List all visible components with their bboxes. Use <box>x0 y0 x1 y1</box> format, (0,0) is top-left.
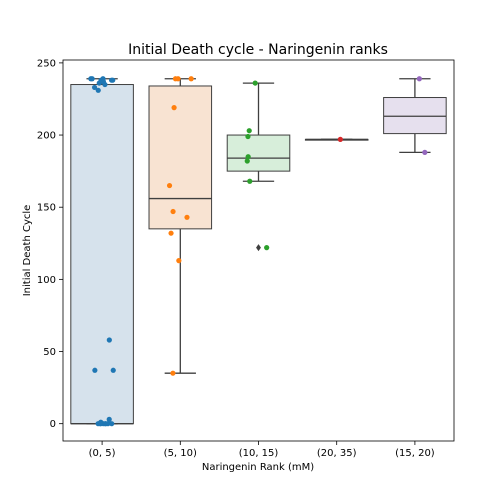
data-point <box>166 182 173 189</box>
data-point <box>184 214 190 220</box>
data-point <box>106 337 112 343</box>
data-point <box>176 258 182 264</box>
data-point <box>110 367 116 373</box>
y-tick-label: 250 <box>37 58 56 69</box>
data-point <box>103 421 109 427</box>
box <box>70 84 134 425</box>
box <box>383 97 447 135</box>
y-tick-label: 100 <box>37 275 56 286</box>
box-group <box>304 136 369 142</box>
data-point <box>247 178 253 184</box>
data-point <box>337 136 343 142</box>
data-point <box>89 76 95 82</box>
data-point <box>100 76 106 82</box>
x-tick-label: (5, 10) <box>164 448 197 459</box>
plot-area <box>70 76 447 427</box>
data-point <box>244 158 250 164</box>
box <box>148 85 213 230</box>
x-axis-label: Naringenin Rank (mM) <box>202 462 314 473</box>
data-point <box>95 87 101 93</box>
box <box>226 134 291 172</box>
x-tick-label: (15, 20) <box>395 448 435 459</box>
data-point <box>110 77 116 83</box>
data-point <box>171 105 177 111</box>
data-point <box>97 421 103 427</box>
data-point <box>422 149 428 155</box>
outlier-marker <box>256 244 261 252</box>
data-point <box>170 370 176 376</box>
data-point <box>245 133 251 140</box>
data-point <box>102 81 108 88</box>
x-tick-label: (0, 5) <box>89 448 116 459</box>
box-group <box>226 80 291 252</box>
x-tick-label: (10, 15) <box>239 448 279 459</box>
data-point <box>252 80 258 86</box>
data-point <box>175 76 181 82</box>
box-group <box>383 76 447 155</box>
data-point <box>246 128 252 134</box>
data-point <box>245 154 251 160</box>
y-tick-label: 50 <box>43 347 56 358</box>
data-point <box>170 208 176 215</box>
x-axis: (0, 5) (5, 10) (10, 15) (20, 35) (15, 20) <box>89 441 435 459</box>
data-point <box>264 245 270 251</box>
y-tick-label: 0 <box>50 419 56 430</box>
chart-title: Initial Death cycle - Naringenin ranks <box>128 42 388 58</box>
y-tick-label: 200 <box>37 131 56 142</box>
y-axis: 0 50 100 150 200 250 <box>37 58 63 430</box>
y-axis-label: Initial Death Cycle <box>22 205 33 297</box>
data-point <box>188 76 194 82</box>
box-group <box>70 76 134 427</box>
y-tick-label: 150 <box>37 203 56 214</box>
data-point <box>91 84 98 91</box>
data-point <box>92 367 98 373</box>
data-point <box>416 76 422 82</box>
box-group <box>148 76 213 376</box>
data-point <box>106 416 112 422</box>
data-point <box>168 230 174 236</box>
data-point <box>109 421 115 427</box>
x-tick-label: (20, 35) <box>317 448 357 459</box>
